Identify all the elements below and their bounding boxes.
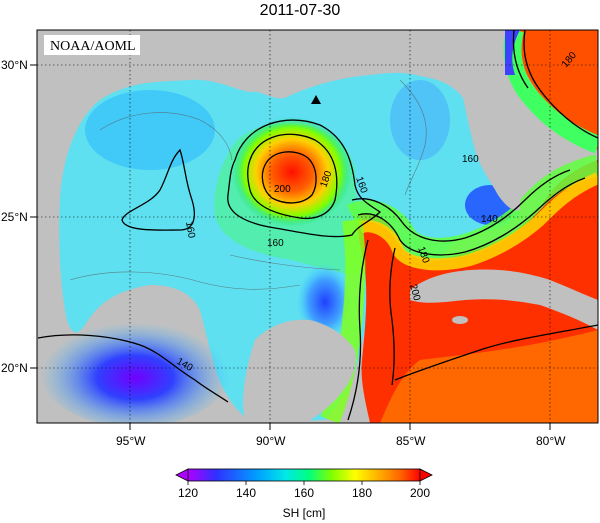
contour-label: 200 [274,184,291,195]
colorbar-tick-label: 180 [352,486,372,500]
contour-180-atlantic [523,30,598,139]
contour-160-eddy [227,119,382,238]
buoy-marker-triangle [311,95,321,104]
contour-label: 160 [183,221,197,240]
colorbar-gradient [187,468,421,482]
cold-region-southwest [40,317,230,423]
fine-contour-south [69,271,301,290]
loop-current-yellow [357,172,598,271]
contour-label: 200 [407,283,422,302]
lat-label: 25°N [1,210,28,224]
colorbar-left-arrow [175,468,189,482]
colorbar-tick-label: 140 [236,486,256,500]
lon-label: 90°W [256,434,286,448]
lon-label: 85°W [396,434,426,448]
contour-180-yucatan [347,239,369,421]
contour-200-yucatan [389,247,396,386]
loop-current-band [346,154,598,260]
contour-160-loop [351,169,571,242]
lat-label: 20°N [1,361,28,375]
fine-contour-central [229,254,341,271]
colorbar-label: SH [cm] [283,506,326,520]
florida-land [462,78,521,211]
colorbar-tick-label: 120 [178,486,198,500]
contour-200-caribbean [394,324,598,381]
contour-160-atlantic [512,30,529,89]
colorbar-tick-label: 160 [294,486,314,500]
contour-200-eddy [261,151,317,204]
cuba-land [410,269,598,330]
cyan-area-east [390,80,450,160]
island-juventud [452,316,468,324]
credit-label: NOAA/AOML [50,39,136,54]
contour-label: 160 [462,154,479,165]
fine-contour-north [99,112,233,161]
cyan-area-west [85,90,215,170]
contour-180-eddy [247,133,338,220]
credit-box [44,35,140,55]
contour-label: 160 [267,238,284,249]
contour-140-southwest [37,334,229,403]
atlantic-warm [518,30,598,150]
colorbar-tick-label: 200 [410,486,430,500]
contour-label: 140 [481,214,498,225]
fine-contour-east [399,79,427,196]
map-frame [36,29,599,424]
lon-label: 95°W [116,434,146,448]
lat-label: 30°N [1,58,28,72]
contour-160-west [121,148,195,231]
yucatan-land [243,319,356,423]
lon-label: 80°W [536,434,566,448]
caribbean-orange [380,330,598,423]
colorbar-right-arrow [419,468,433,482]
contour-180-loop [357,177,586,256]
map-title: 2011-07-30 [259,2,341,19]
atlantic-cold [505,30,520,75]
colorbar: 120 140 160 180 200 SH [cm] [175,468,433,520]
